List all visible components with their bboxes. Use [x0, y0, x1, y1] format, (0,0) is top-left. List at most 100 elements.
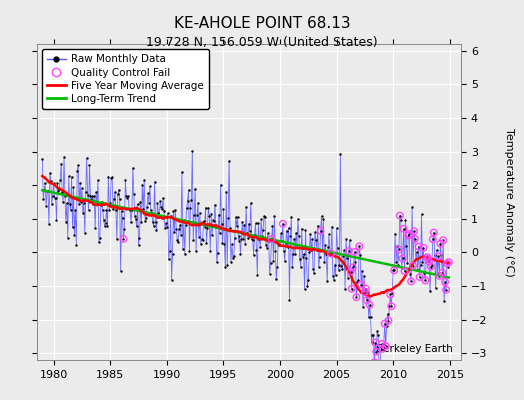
Point: [396, 212, 404, 219]
Point: [63, 200, 71, 206]
Point: [257, 216, 265, 222]
Point: [413, 267, 422, 274]
Point: [46, 170, 54, 176]
Point: [146, 183, 154, 189]
Point: [50, 194, 59, 201]
Point: [134, 200, 142, 207]
Point: [124, 193, 133, 199]
Point: [155, 214, 163, 220]
Point: [181, 221, 190, 228]
Point: [219, 240, 227, 246]
Point: [441, 279, 449, 285]
Point: [393, 243, 401, 250]
Point: [115, 187, 123, 193]
Point: [378, 341, 386, 347]
Point: [215, 230, 224, 236]
Point: [410, 228, 418, 234]
Point: [276, 242, 284, 248]
Point: [87, 196, 95, 202]
Point: [316, 228, 325, 234]
Point: [341, 286, 350, 292]
Point: [333, 245, 342, 251]
Point: [406, 271, 414, 277]
Point: [66, 201, 74, 207]
Point: [159, 195, 167, 202]
Point: [395, 246, 403, 253]
Point: [311, 229, 319, 236]
Point: [42, 202, 50, 209]
Point: [186, 205, 194, 211]
Point: [398, 265, 406, 272]
Point: [387, 303, 396, 310]
Point: [99, 207, 107, 214]
Point: [445, 259, 453, 265]
Point: [101, 222, 109, 229]
Point: [301, 227, 310, 233]
Point: [332, 272, 340, 278]
Point: [92, 189, 100, 196]
Point: [44, 188, 52, 195]
Point: [130, 213, 139, 220]
Point: [176, 222, 184, 228]
Point: [150, 179, 159, 185]
Point: [280, 248, 288, 254]
Point: [339, 253, 347, 260]
Point: [390, 267, 398, 274]
Point: [355, 243, 364, 250]
Point: [285, 296, 293, 303]
Point: [125, 206, 133, 212]
Point: [434, 253, 443, 260]
Point: [416, 274, 424, 280]
Point: [96, 202, 105, 208]
Point: [205, 212, 213, 219]
Point: [302, 254, 311, 261]
Point: [336, 151, 345, 157]
Text: 19.728 N, 156.059 W (United States): 19.728 N, 156.059 W (United States): [146, 36, 378, 49]
Point: [435, 273, 444, 279]
Point: [245, 220, 253, 227]
Point: [219, 206, 227, 212]
Point: [387, 303, 396, 310]
Point: [139, 206, 147, 212]
Point: [326, 252, 334, 258]
Point: [187, 197, 195, 203]
Point: [120, 226, 128, 232]
Point: [102, 206, 111, 213]
Point: [193, 212, 201, 218]
Point: [347, 286, 356, 292]
Point: [420, 270, 429, 277]
Point: [328, 223, 336, 230]
Point: [360, 273, 368, 279]
Point: [115, 196, 124, 202]
Point: [318, 213, 326, 219]
Point: [207, 211, 215, 217]
Point: [321, 242, 330, 248]
Point: [101, 220, 110, 226]
Point: [266, 259, 275, 266]
Point: [433, 270, 442, 276]
Point: [444, 264, 452, 270]
Point: [297, 264, 305, 270]
Point: [438, 270, 446, 276]
Point: [269, 258, 278, 265]
Point: [199, 236, 207, 243]
Point: [400, 268, 409, 274]
Point: [62, 219, 70, 225]
Point: [182, 205, 191, 212]
Point: [55, 186, 63, 192]
Point: [203, 225, 212, 231]
Point: [352, 294, 361, 300]
Point: [443, 260, 451, 267]
Point: [424, 256, 432, 262]
Point: [169, 208, 178, 215]
Point: [214, 211, 223, 218]
Point: [39, 196, 48, 202]
Point: [313, 222, 322, 229]
Point: [177, 232, 185, 238]
Point: [211, 202, 219, 208]
Point: [140, 177, 148, 184]
Point: [212, 222, 220, 228]
Point: [77, 199, 85, 205]
Point: [162, 220, 170, 227]
Point: [296, 256, 304, 262]
